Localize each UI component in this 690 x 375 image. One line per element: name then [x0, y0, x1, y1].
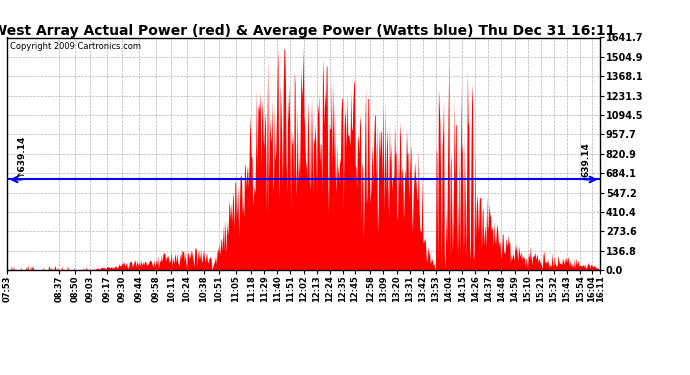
Text: 639.14: 639.14 — [582, 142, 591, 177]
Title: West Array Actual Power (red) & Average Power (Watts blue) Thu Dec 31 16:11: West Array Actual Power (red) & Average … — [0, 24, 615, 38]
Text: Copyright 2009 Cartronics.com: Copyright 2009 Cartronics.com — [10, 42, 141, 51]
Text: ↑639.14: ↑639.14 — [17, 135, 26, 177]
